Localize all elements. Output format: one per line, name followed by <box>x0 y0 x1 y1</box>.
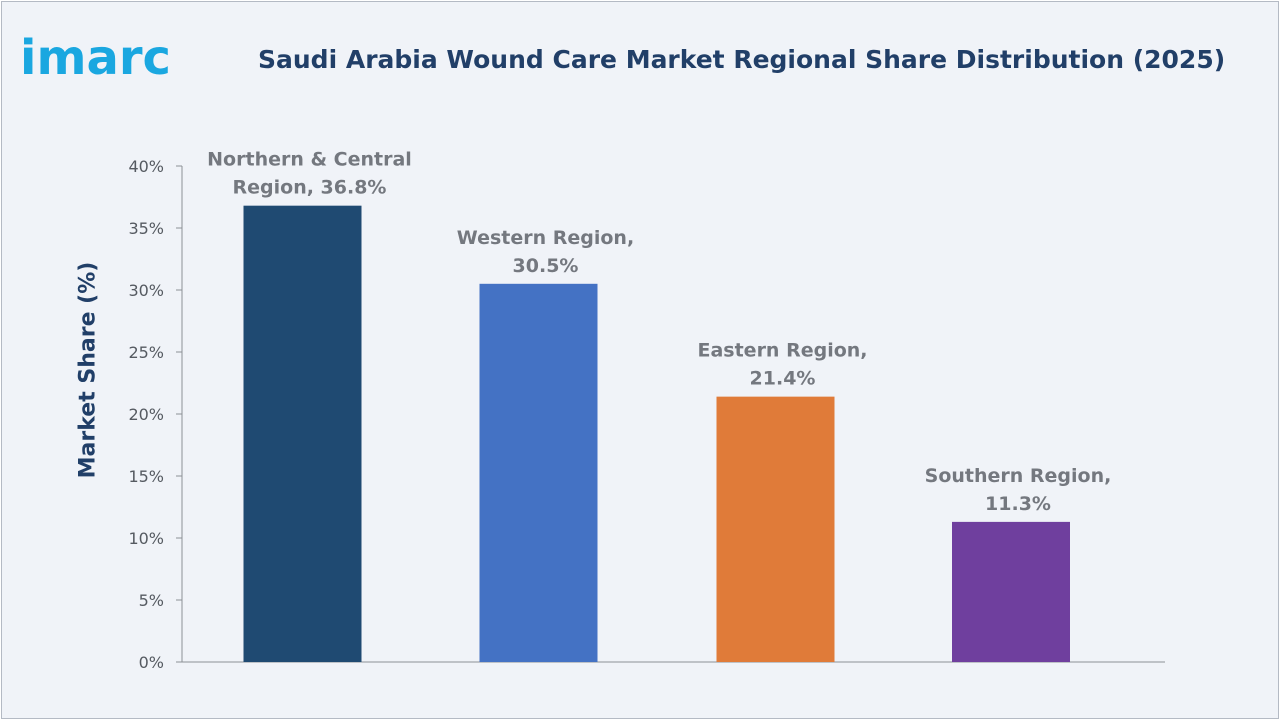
chart-title: Saudi Arabia Wound Care Market Regional … <box>258 45 1226 74</box>
data-label-1: Region, 36.8% <box>233 177 387 199</box>
data-label-3: 21.4% <box>750 368 816 390</box>
data-label-3: Eastern Region, <box>697 340 867 362</box>
y-tick-label: 20% <box>128 405 164 424</box>
data-label-2: 30.5% <box>513 255 579 277</box>
y-tick-label: 35% <box>128 219 164 238</box>
y-tick-label: 40% <box>128 157 164 176</box>
data-labels: Northern & Central Region, 36.8% Western R… <box>207 149 1111 515</box>
y-tick-label: 15% <box>128 467 164 486</box>
data-label-4: Southern Region, <box>925 465 1112 487</box>
data-label-2: Western Region, <box>457 227 634 249</box>
data-label-4: 11.3% <box>985 493 1051 515</box>
y-tick-label: 10% <box>128 529 164 548</box>
bar-2 <box>479 283 598 662</box>
y-tick-label: 25% <box>128 343 164 362</box>
y-tick-label: 30% <box>128 281 164 300</box>
data-label-1: Northern & Central <box>207 149 412 171</box>
imarc-logo: imarc <box>20 30 171 86</box>
bar-3 <box>716 396 835 662</box>
y-tick-label: 0% <box>139 653 164 672</box>
bar-1 <box>243 205 362 662</box>
bar-4 <box>952 521 1070 662</box>
y-axis: 0% 5% 10% 15% 20% 25% 30% 35% 40% <box>128 157 1165 672</box>
y-tick-label: 5% <box>139 591 164 610</box>
bars <box>243 205 1070 662</box>
